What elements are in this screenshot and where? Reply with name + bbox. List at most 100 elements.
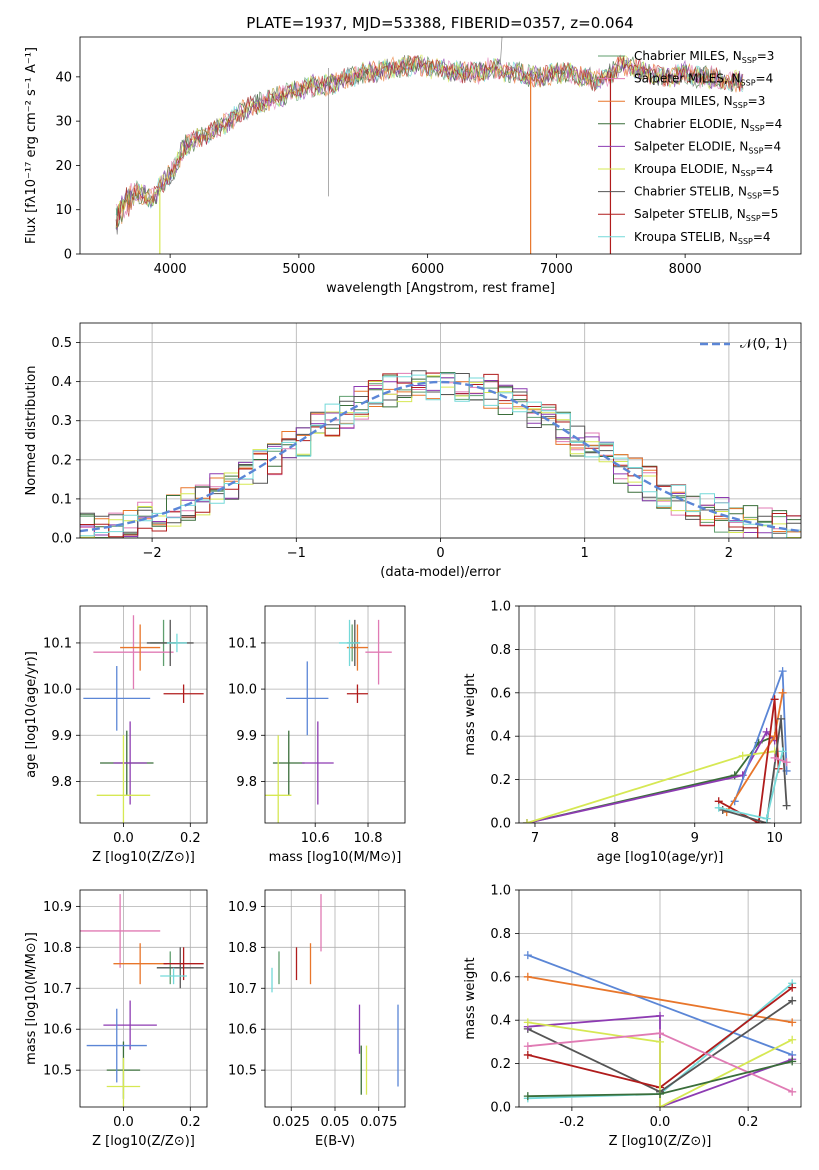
x-tick-label: 7 (531, 831, 539, 846)
panel-z_weight: -0.2 0.0 0.2 0.0 0.2 0.4 0.6 0.8 1.0 Z [log10(Z/Z… (463, 884, 802, 1149)
weight-marker-km (788, 1018, 797, 1027)
x-tick-label: 0.025 (273, 1115, 310, 1130)
x-axis-label: Z [log10(Z/Z⊙)] (92, 1134, 195, 1149)
x-tick-label: 10.8 (354, 831, 383, 846)
x-tick-label: 0.0 (650, 1115, 671, 1130)
legend-entry: Salpeter STELIB, NSSP=5 (634, 207, 778, 223)
axes-frame (79, 36, 802, 255)
axes-frame (79, 889, 208, 1108)
plot-area-z_weight (523, 951, 797, 1107)
x-tick-label: 1 (581, 546, 589, 561)
y-tick-label: 10.5 (228, 1064, 257, 1079)
x-axis-label: age [log10(age/yr)] (597, 850, 724, 865)
y-tick-label: 10 (55, 203, 72, 218)
y-tick-label: 40 (55, 70, 72, 85)
spectrum-line-ss (115, 54, 744, 228)
y-tick-label: 1.0 (490, 884, 511, 899)
x-tick-label: 8 (611, 831, 619, 846)
x-tick-label: −2 (143, 546, 162, 561)
y-tick-label: 10.9 (228, 900, 257, 915)
legend-entry: Kroupa MILES, NSSP=3 (634, 94, 765, 110)
x-tick-label: 6000 (411, 262, 444, 277)
x-tick-label: 9 (691, 831, 699, 846)
y-tick-label: 1.0 (490, 600, 511, 615)
y-tick-label: 0.1 (51, 492, 72, 507)
y-tick-label: 9.8 (236, 775, 257, 790)
legend-entry: Salpeter MILES, NSSP=4 (634, 72, 773, 88)
x-tick-label: 2 (725, 546, 733, 561)
panel-ebv_mass: 0.025 0.05 0.075 10.5 10.6 10.7 10.8 10.9 E(B-V) (228, 889, 406, 1149)
x-tick-label: 10 (766, 831, 783, 846)
y-tick-label: 0.6 (490, 970, 511, 985)
weight-marker-blue (778, 667, 787, 676)
weight-marker-blue (523, 951, 532, 960)
axes-frame (264, 889, 406, 1108)
weight-marker-ke (788, 1035, 797, 1044)
x-tick-label: 7000 (540, 262, 573, 277)
y-tick-label: 10.0 (43, 683, 72, 698)
x-axis-label: Z [log10(Z/Z⊙)] (609, 1134, 712, 1149)
x-tick-label: 8000 (669, 262, 702, 277)
weight-marker-ss (788, 983, 797, 992)
y-tick-label: 10.8 (228, 941, 257, 956)
y-axis-label: mass weight (463, 673, 478, 755)
y-tick-label: 10.6 (228, 1023, 257, 1038)
legend-entry: Chabrier ELODIE, NSSP=4 (634, 117, 782, 133)
x-axis-label: E(B-V) (315, 1134, 355, 1149)
plot-area-mass_age (265, 619, 392, 823)
x-tick-label: 4000 (154, 262, 187, 277)
weight-marker-cs (777, 714, 786, 723)
x-axis-label: mass [log10(M/M⊙)] (269, 850, 402, 865)
y-tick-label: 10.1 (43, 636, 72, 651)
weight-marker-se (656, 1011, 664, 1020)
normal-curve (80, 380, 801, 533)
spectrum-legend: Chabrier MILES, NSSP=3 Salpeter MILES, NS… (598, 49, 782, 246)
legend-entry: Salpeter ELODIE, NSSP=4 (634, 139, 781, 155)
weight-line-blue (527, 954, 793, 1056)
weight-marker-cs (788, 996, 797, 1005)
y-axis-label: mass [log10(M/M⊙)] (24, 932, 39, 1065)
y-tick-label: 0 (64, 248, 72, 263)
y-tick-label: 0.4 (490, 1014, 511, 1029)
x-tick-label: 0.075 (360, 1115, 397, 1130)
x-tick-label: 0.2 (180, 831, 201, 846)
y-tick-label: 10.7 (228, 982, 257, 997)
weight-marker-ks (762, 814, 771, 823)
legend-entry: Kroupa STELIB, NSSP=4 (634, 230, 771, 246)
plot-area-z_mass (80, 894, 204, 1107)
y-tick-label: 10.0 (228, 683, 257, 698)
weight-marker-ke (522, 819, 531, 823)
x-tick-label: -0.2 (559, 1115, 584, 1130)
weight-marker-km (523, 972, 532, 981)
x-tick-label: 10.6 (301, 831, 330, 846)
plot-area-z_age (83, 615, 204, 823)
x-tick-label: 0.05 (321, 1115, 350, 1130)
axes-frame (79, 605, 208, 824)
panel-mass_age: 10.6 10.8 9.8 9.9 10.0 10.1 mass [log10(M/M⊙)] (228, 605, 406, 865)
weight-marker-ce (788, 1057, 797, 1066)
y-tick-label: 0.0 (490, 817, 511, 832)
y-axis-label: Flux [fλ10⁻¹⁷ erg cm⁻² s⁻¹ A⁻¹] (24, 47, 39, 244)
y-tick-label: 9.9 (51, 729, 72, 744)
weight-marker-ce (523, 1092, 532, 1101)
y-tick-label: 30 (55, 115, 72, 130)
weight-marker-ke (656, 1037, 664, 1046)
spectrum-line-ke (115, 54, 744, 228)
panel-z_mass: 0.0 0.2 10.5 10.6 10.7 10.8 10.9 Z [log10(Z/Z⊙)… (24, 889, 208, 1149)
y-tick-label: 0.4 (51, 375, 72, 390)
weight-marker-ss (770, 695, 779, 704)
plot-area-ebv_mass (271, 894, 399, 1095)
weight-marker-sm (523, 1042, 532, 1051)
panel-spectrum: 4000 5000 6000 7000 8000 0 10 20 30 40 wavelength … (24, 36, 802, 296)
y-tick-label: 0.2 (51, 453, 72, 468)
weight-marker-cs (782, 801, 791, 810)
y-tick-label: 0.6 (490, 686, 511, 701)
y-axis-label: Normed distribution (24, 366, 39, 496)
weight-marker-ks (778, 747, 787, 756)
axes-frame (79, 322, 802, 539)
plot-area-residuals (80, 370, 801, 538)
y-tick-label: 0.2 (490, 773, 511, 788)
x-tick-label: 0.2 (180, 1115, 201, 1130)
x-axis-label: (data-model)/error (380, 565, 501, 580)
